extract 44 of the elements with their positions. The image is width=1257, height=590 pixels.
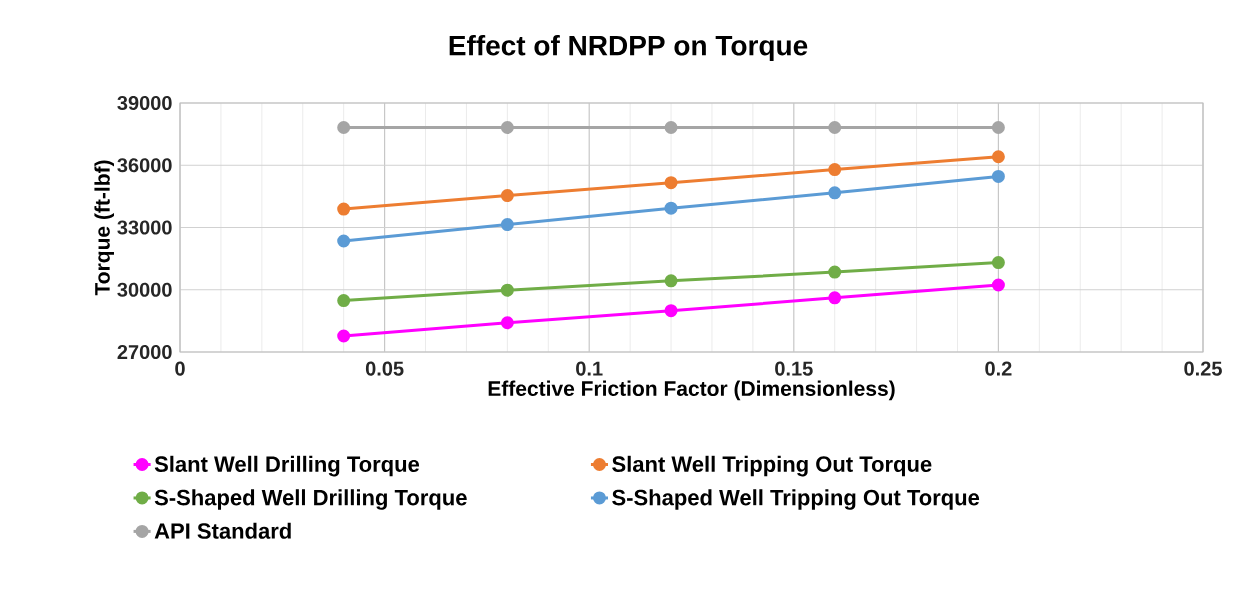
x-tick-label: 0.25 [1184,361,1222,376]
y-tick-label: 39000 [117,95,172,111]
y-axis-title: Torque (ft-lbf) [94,160,114,296]
point [991,278,1005,292]
y-tick-label: 36000 [117,158,172,173]
point [664,274,678,288]
point [337,120,351,134]
x-tick-label: 0.05 [365,361,404,376]
legend-label: S-Shaped Well Drilling Torque [154,489,467,510]
point [664,176,678,190]
x-tick-label: 0.2 [985,361,1012,376]
point [664,201,678,215]
legend-label: API Standard [154,522,291,539]
x-tick-label: 0 [175,361,185,376]
x-tick-label: 0.1 [576,361,603,376]
point [500,189,514,203]
point [500,316,514,330]
point [337,202,351,216]
y-tick-label: 30000 [117,282,172,297]
point [828,265,842,279]
legend-label: Slant Well Drilling Torque [154,455,420,477]
y-tick-label: 27000 [117,344,172,360]
point [337,294,351,308]
legend-label: Slant Well Tripping Out Torque [612,455,932,477]
point [337,234,351,248]
point [991,150,1005,164]
point [991,169,1005,183]
point [828,186,842,200]
point [500,283,514,297]
point [828,120,842,134]
point [828,291,842,305]
chart-title: Effect of NRDPP on Torque [449,34,808,62]
point [664,120,678,134]
point [500,120,514,134]
point [664,304,678,318]
point [991,256,1005,270]
point [991,120,1005,134]
x-tick-label: 0.15 [775,361,813,376]
legend-label: S-Shaped Well Tripping Out Torque [612,489,980,510]
y-tick-label: 33000 [117,220,172,235]
x-axis-title: Effective Friction Factor (Dimensionless) [488,380,895,401]
point [828,163,842,177]
point [337,329,351,343]
point [500,218,514,232]
